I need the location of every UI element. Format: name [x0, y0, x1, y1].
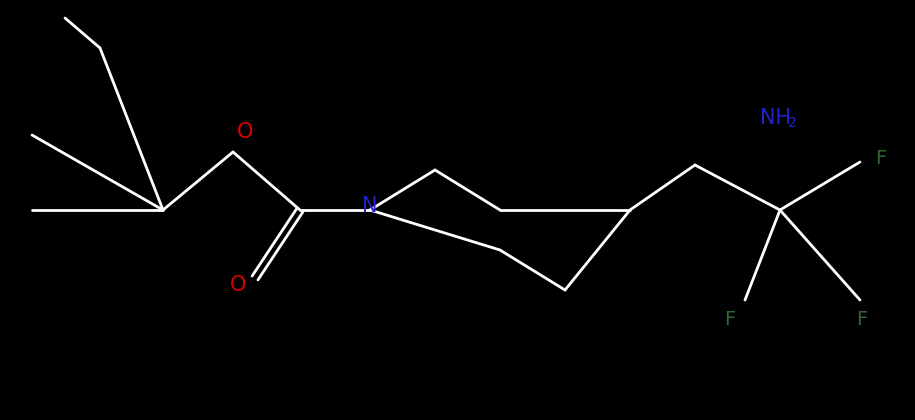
Text: O: O [237, 122, 253, 142]
Text: O: O [230, 275, 246, 295]
Text: F: F [875, 149, 887, 168]
Text: NH: NH [760, 108, 791, 128]
Text: 2: 2 [788, 116, 797, 130]
Text: F: F [856, 310, 867, 329]
Text: F: F [725, 310, 736, 329]
Text: N: N [362, 196, 378, 216]
